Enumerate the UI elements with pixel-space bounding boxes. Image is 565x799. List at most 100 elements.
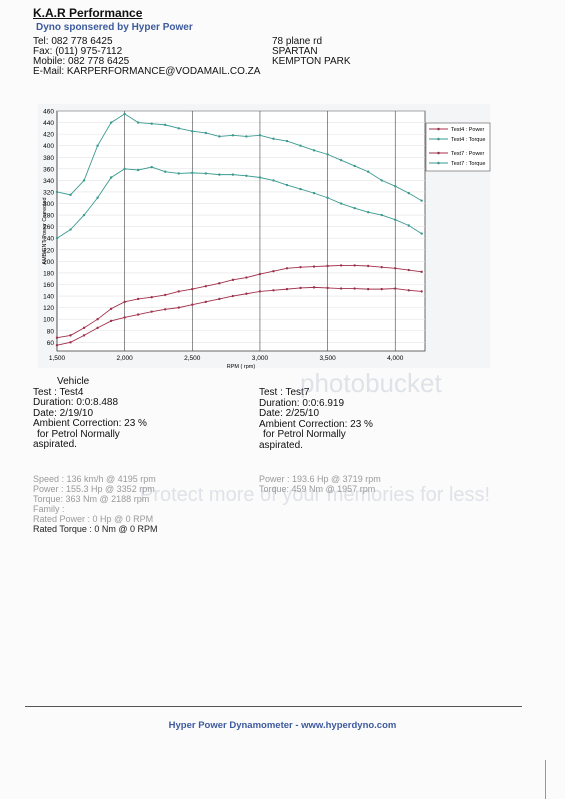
series-line — [56, 264, 422, 339]
data-point — [96, 326, 99, 330]
address-line: SPARTAN — [272, 46, 318, 57]
data-point — [69, 334, 72, 337]
data-point — [109, 176, 113, 179]
data-point — [96, 144, 99, 147]
data-point — [177, 172, 180, 175]
data-point — [82, 334, 86, 337]
data-point — [191, 287, 194, 291]
legend-label: Test4 : Power — [451, 127, 484, 133]
data-point — [258, 176, 262, 179]
test-line: Vehicle — [57, 376, 90, 387]
plot-area — [56, 110, 426, 352]
x-tick-label: 2,000 — [117, 355, 134, 362]
watermark: photobucket — [300, 368, 442, 398]
data-point — [191, 303, 194, 306]
y-tick-label: 400 — [43, 143, 54, 150]
series-line — [56, 286, 422, 346]
data-point — [407, 224, 410, 227]
data-point — [231, 173, 235, 176]
data-point — [285, 287, 289, 291]
data-point — [285, 267, 289, 270]
data-point — [136, 168, 140, 172]
data-point — [164, 293, 167, 297]
data-point — [339, 158, 343, 162]
summary-line: Torque: 363 Nm @ 2188 rpm — [33, 494, 150, 504]
y-tick-label: 160 — [43, 282, 54, 289]
data-point — [366, 264, 370, 268]
legend-marker — [437, 161, 440, 165]
data-point — [136, 297, 140, 301]
summary: Speed : 136 km/h @ 4195 rpm Power : 155.… — [33, 474, 158, 534]
data-point — [177, 290, 180, 293]
data-point — [326, 153, 329, 156]
data-point — [353, 287, 356, 290]
test-info: Vehicle Test : Test4 Duration: 0:0:8.488… — [33, 376, 147, 451]
sponsor: Dyno sponsered by Hyper Power — [36, 22, 193, 33]
data-point — [123, 167, 126, 171]
data-point — [366, 287, 370, 291]
footer: Hyper Power Dynamometer - www.hyperdyno.… — [168, 720, 397, 731]
data-point — [150, 122, 153, 125]
y-tick-label: 420 — [43, 132, 54, 139]
data-point — [272, 289, 275, 292]
data-point — [218, 135, 221, 138]
data-point — [272, 269, 275, 273]
data-point — [353, 264, 356, 267]
data-point — [164, 170, 167, 173]
y-tick-label: 120 — [43, 305, 54, 312]
x-tick-label: 3,500 — [319, 355, 336, 362]
summary-line: Family : — [33, 504, 65, 514]
x-axis-label: RPM ( rpm) — [227, 364, 256, 370]
data-point — [366, 170, 370, 173]
data-point — [312, 286, 316, 289]
data-point — [285, 139, 289, 143]
test-line: Ambient Correction: 23 % — [33, 418, 147, 429]
data-point — [109, 121, 113, 124]
data-point — [69, 228, 72, 231]
y-tick-label: 180 — [43, 270, 54, 277]
data-point — [299, 187, 302, 191]
data-point — [394, 184, 397, 188]
data-point — [299, 265, 302, 269]
data-point — [191, 130, 194, 133]
data-point — [258, 290, 262, 293]
address-line: KEMPTON PARK — [272, 56, 351, 67]
test-info: Test : Test7 Duration: 0:0:6.919 Date: 2… — [259, 387, 373, 451]
summary-line: Torque: 459 Nm @ 1957 rpm — [259, 484, 376, 494]
data-point — [380, 179, 383, 182]
data-point — [353, 164, 356, 168]
data-point — [218, 297, 221, 301]
footer-rule — [25, 706, 522, 707]
data-point — [150, 296, 153, 299]
data-point — [353, 206, 356, 210]
summary-line: Power : 155.3 Hp @ 3352 rpm — [33, 484, 155, 494]
y-tick-label: 200 — [43, 259, 54, 266]
data-point — [407, 191, 410, 195]
data-point — [312, 191, 316, 195]
data-point — [218, 282, 221, 285]
data-point — [109, 307, 113, 310]
y-tick-label: 260 — [43, 224, 54, 231]
data-point — [231, 134, 235, 137]
y-tick-label: 380 — [43, 155, 54, 162]
summary-line: Rated Torque : 0 Nm @ 0 RPM — [33, 524, 158, 534]
data-point — [136, 121, 140, 124]
data-point — [407, 289, 410, 292]
data-point — [245, 292, 248, 295]
data-point — [380, 265, 383, 269]
data-point — [299, 286, 302, 290]
data-point — [150, 165, 153, 169]
test-line: aspirated. — [259, 439, 303, 451]
data-point — [380, 287, 383, 291]
legend-label: Test4 : Torque — [451, 137, 485, 143]
data-point — [55, 344, 59, 347]
test-line: Date: 2/19/10 — [33, 407, 94, 419]
y-tick-label: 60 — [47, 340, 55, 347]
y-tick-label: 320 — [43, 189, 54, 196]
data-point — [123, 316, 126, 319]
contact-line: Mobile: 082 778 6425 — [33, 56, 130, 67]
data-point — [312, 149, 316, 152]
y-tick-label: 80 — [47, 328, 55, 335]
y-tick-label: 240 — [43, 236, 54, 243]
data-point — [326, 196, 329, 199]
